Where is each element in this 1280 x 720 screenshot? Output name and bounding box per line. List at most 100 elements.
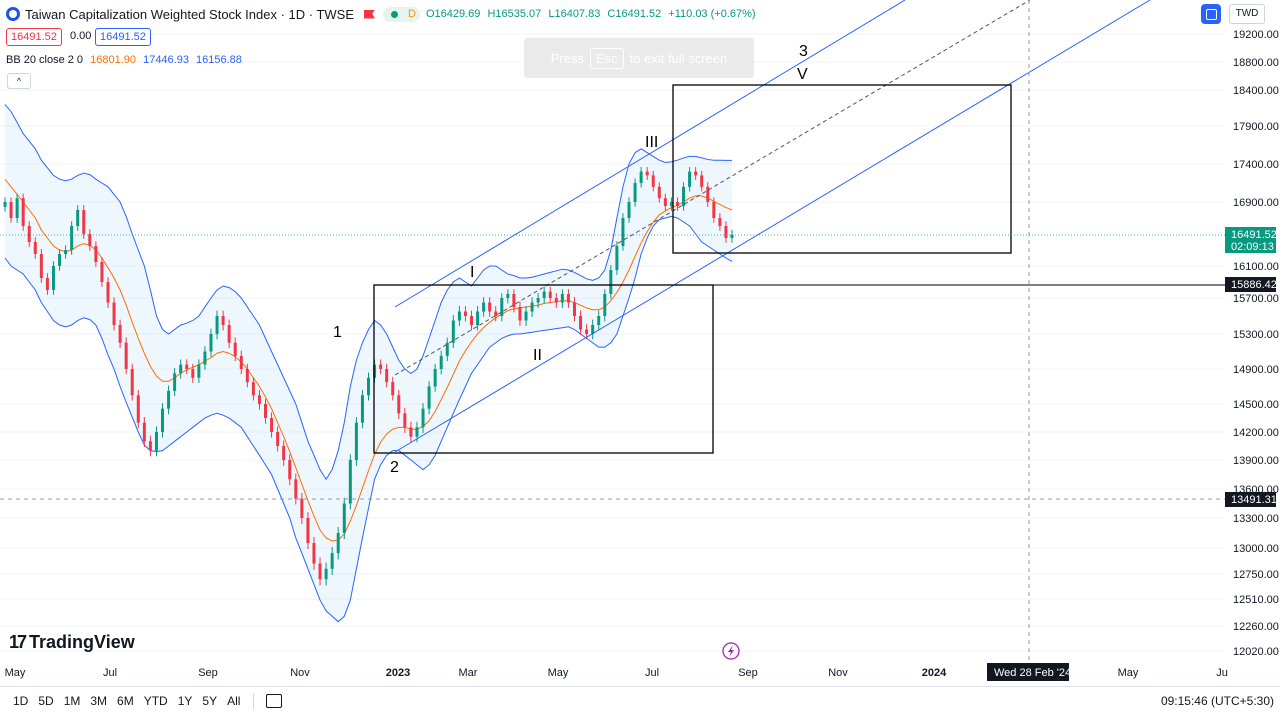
y-tick-label: 14200.00: [1233, 427, 1279, 439]
indicator-legend[interactable]: BB 20 close 2 0 16801.90 17446.93 16156.…: [6, 54, 242, 66]
x-tick-label: Sep: [198, 667, 218, 679]
channel-lower-line: [394, 0, 1151, 453]
wave-label-1: 1: [333, 324, 342, 341]
symbol-title[interactable]: Taiwan Capitalization Weighted Stock Ind…: [25, 6, 354, 22]
indicator-label: BB 20 close 2 0: [6, 54, 84, 66]
candle-body: [645, 171, 649, 176]
candle-body: [518, 307, 522, 321]
flag-icon[interactable]: [364, 9, 375, 19]
candle-body: [391, 382, 395, 396]
candle-body: [3, 202, 7, 207]
currency-select[interactable]: TWD: [1229, 4, 1265, 24]
range-button-1m[interactable]: 1M: [63, 694, 81, 708]
fullscreen-hint: Press Esc to exit full screen: [524, 38, 754, 78]
candle-body: [572, 302, 576, 316]
fullscreen-toggle-icon[interactable]: [1201, 4, 1221, 24]
change-value: +110.03 (+0.67%): [668, 8, 756, 20]
candle-body: [100, 262, 104, 282]
x-tick-label: May: [5, 667, 26, 679]
y-tick-label: 17900.00: [1233, 121, 1279, 133]
candle-body: [167, 390, 171, 409]
candle-body: [264, 404, 268, 418]
candle-body: [270, 418, 274, 432]
price-axis: 19200.00 18800.00 18400.00 17900.00 17400.00…: [1233, 29, 1279, 658]
wave-label-V: V: [797, 66, 808, 83]
candle-body: [276, 432, 280, 446]
candle-body: [694, 171, 698, 176]
candle-body: [621, 218, 625, 246]
lightning-icon[interactable]: [722, 642, 740, 660]
candle-body: [542, 291, 546, 298]
market-open-dot-icon: [391, 10, 398, 18]
candle-body: [324, 568, 328, 580]
candle-body: [197, 364, 201, 378]
range-button-6m[interactable]: 6M: [117, 694, 134, 708]
price-labels: 16491.52 02:09:13 15886.42 13491.31 Wed …: [987, 227, 1277, 681]
candle-body: [669, 202, 673, 206]
hline-price-tag: [1225, 277, 1276, 292]
range-button-all[interactable]: All: [227, 694, 241, 708]
candle-body: [173, 373, 177, 391]
wave-label-I: I: [470, 264, 474, 281]
x-tick-label: Mar: [459, 667, 478, 679]
market-status[interactable]: D: [383, 6, 420, 22]
x-tick-label: Nov: [290, 667, 310, 679]
candle-body: [306, 518, 310, 543]
candle-body: [579, 316, 583, 330]
range-button-5d[interactable]: 5D: [38, 694, 54, 708]
calendar-icon[interactable]: [266, 694, 283, 708]
clock[interactable]: 09:15:46 (UTC+5:30): [1160, 694, 1274, 708]
brand-name: TradingView: [29, 632, 135, 652]
close-value: C16491.52: [607, 8, 662, 20]
x-tick-label: Jul: [103, 667, 117, 679]
range-button-3m[interactable]: 3M: [90, 694, 108, 708]
range-button-ytd[interactable]: YTD: [143, 694, 168, 708]
y-tick-label: 16900.00: [1233, 197, 1279, 209]
y-tick-label: 12510.00: [1233, 594, 1279, 606]
crosshair-date-value: Wed 28 Feb '24: [994, 667, 1071, 679]
candle-body: [312, 543, 316, 564]
candle-body: [360, 395, 364, 423]
chart-grid: [0, 33, 1224, 652]
crosshair-price-tag: [1225, 492, 1276, 507]
bollinger-bands: [4, 104, 733, 623]
candle-body: [427, 386, 431, 409]
sell-button[interactable]: 16491.52: [6, 28, 62, 46]
x-tick-label: 2024: [922, 667, 947, 679]
target-box-upper: [672, 84, 1012, 254]
candle-body: [482, 302, 486, 312]
candle-body: [463, 311, 467, 316]
candle-body: [415, 427, 419, 437]
candle-body: [51, 266, 55, 290]
tradingview-logo[interactable]: 17 TradingView: [9, 632, 135, 653]
drawings: [0, 0, 1228, 663]
fullscreen-hint-prefix: Press: [550, 50, 584, 66]
y-tick-label: 19200.00: [1233, 29, 1279, 41]
collapse-legend-chevron-up-icon[interactable]: ^: [7, 73, 31, 89]
candle-body: [718, 218, 722, 226]
candle-body: [282, 446, 286, 460]
candle-body: [294, 479, 298, 499]
band-upper-line: [4, 104, 732, 481]
buy-button[interactable]: 16491.52: [95, 28, 151, 46]
x-tick-label: May: [548, 667, 569, 679]
candle-body: [161, 408, 165, 432]
range-button-1y[interactable]: 1Y: [177, 694, 193, 708]
band-lower-line: [4, 215, 733, 623]
candle-body: [233, 342, 237, 356]
range-button-5y[interactable]: 5Y: [202, 694, 218, 708]
candle-body: [203, 351, 207, 365]
range-button-1d[interactable]: 1D: [13, 694, 29, 708]
candle-body: [58, 254, 62, 266]
fullscreen-hint-suffix: to exit full screen: [629, 50, 728, 66]
candlestick-series: [3, 167, 734, 586]
y-tick-label: 12020.00: [1233, 646, 1279, 658]
candle-body: [403, 413, 407, 428]
last-price-tag: [1225, 227, 1276, 253]
candle-body: [506, 294, 510, 298]
countdown-value: 02:09:13: [1231, 241, 1274, 253]
candle-body: [615, 246, 619, 270]
candle-body: [566, 294, 570, 303]
candle-body: [536, 298, 540, 303]
